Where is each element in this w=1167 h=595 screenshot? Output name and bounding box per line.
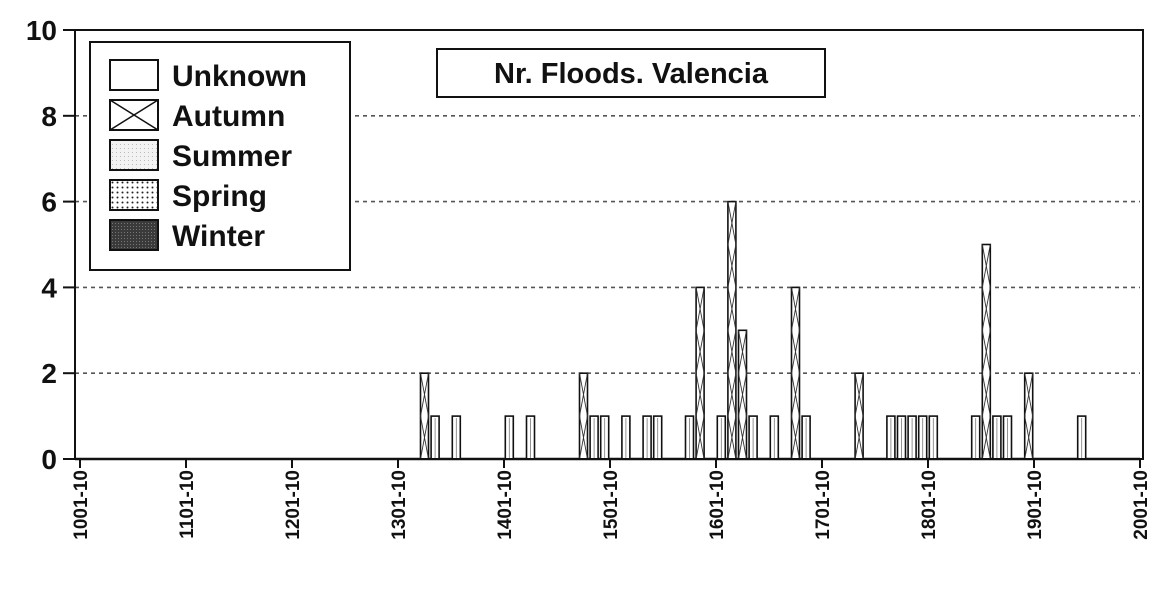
bar <box>525 415 536 460</box>
legend-label: Winter <box>172 220 265 253</box>
bar <box>652 415 663 460</box>
bar <box>716 415 727 460</box>
bar <box>992 415 1002 460</box>
x-tick-label: 1801-10 <box>919 470 940 540</box>
legend-label: Autumn <box>172 100 285 133</box>
bar <box>801 415 811 460</box>
y-tick-label: 2 <box>41 358 57 389</box>
bar <box>970 415 981 460</box>
y-tick-label: 4 <box>41 272 57 303</box>
bar <box>578 372 589 460</box>
bar <box>854 372 864 460</box>
chart-title-box: Nr. Floods. Valencia <box>436 48 826 98</box>
bar <box>1002 415 1013 460</box>
bar <box>769 415 780 460</box>
bar <box>748 415 758 460</box>
bar <box>917 415 928 460</box>
bar <box>896 415 907 460</box>
bar <box>621 415 631 460</box>
bar <box>430 415 440 460</box>
bar <box>907 415 917 460</box>
legend-swatch <box>109 139 159 171</box>
x-tick-label: 1601-10 <box>707 470 728 540</box>
bar <box>419 372 430 460</box>
bar <box>589 415 599 460</box>
x-tick-label: 1301-10 <box>389 470 410 540</box>
legend-label: Unknown <box>172 60 307 93</box>
bar <box>695 286 705 460</box>
legend-label: Spring <box>172 180 267 213</box>
x-tick-label: 1001-10 <box>71 470 92 540</box>
legend-swatch <box>109 179 159 211</box>
bar <box>642 415 652 460</box>
bar <box>928 415 939 460</box>
bar <box>1076 415 1087 460</box>
x-tick-label: 2001-10 <box>1131 470 1152 540</box>
bar <box>1023 372 1034 460</box>
bars <box>419 200 1087 460</box>
plot-frame <box>74 29 1144 460</box>
bar <box>727 200 737 460</box>
bar <box>504 415 515 460</box>
bar <box>599 415 610 460</box>
chart-title: Nr. Floods. Valencia <box>494 58 769 90</box>
x-tick-label: 1901-10 <box>1025 470 1046 540</box>
y-tick-label: 0 <box>41 444 57 475</box>
x-tick-label: 1201-10 <box>283 470 304 540</box>
legend-swatch <box>109 59 159 91</box>
bar <box>451 415 462 460</box>
x-tick-label: 1501-10 <box>601 470 622 540</box>
legend-swatch <box>109 219 159 251</box>
x-axis: 1001-10 1101-10 1201-10 1301-10 1401-10 1501-… <box>71 457 1152 540</box>
legend-label: Summer <box>172 140 292 173</box>
y-tick-label: 8 <box>41 101 57 132</box>
y-axis: 0 2 4 6 8 10 <box>26 15 75 475</box>
bar <box>684 415 695 460</box>
y-tick-label: 6 <box>41 187 57 218</box>
y-tick-label: 10 <box>26 15 57 46</box>
bar <box>981 243 992 460</box>
bar <box>790 286 801 460</box>
legend: Unknown Autumn Summer Spring Winter <box>89 41 351 271</box>
x-tick-label: 1701-10 <box>813 470 834 540</box>
bar <box>886 415 896 460</box>
x-tick-label: 1401-10 <box>495 470 516 540</box>
bar <box>737 329 748 460</box>
x-tick-label: 1101-10 <box>177 470 198 539</box>
